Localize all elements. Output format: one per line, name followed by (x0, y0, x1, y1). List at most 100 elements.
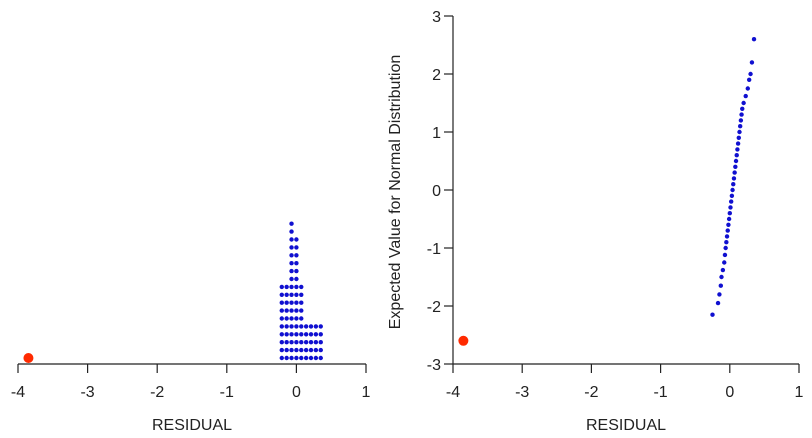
left-dot (279, 308, 284, 313)
right-scatter-point (748, 71, 753, 77)
left-dot (299, 355, 304, 361)
left-dot (303, 347, 309, 353)
left-dot (299, 332, 304, 337)
right-scatter-point (726, 222, 731, 227)
left-x-tick-label: -3 (80, 384, 94, 401)
left-dot (299, 300, 304, 305)
left-dot (289, 261, 294, 266)
left-dot (289, 245, 294, 250)
left-dot (308, 347, 314, 353)
left-dot (318, 324, 323, 329)
right-x-tick-label: -2 (584, 384, 598, 401)
left-dot (299, 316, 304, 321)
left-x-tick-label: 0 (292, 384, 301, 401)
right-y-tick-label: -2 (427, 299, 441, 316)
right-x-axis-label: RESIDUAL (586, 417, 666, 434)
right-scatter-point (733, 158, 739, 164)
left-x-ticks: -4 -3 -2 -1 0 1 (11, 364, 371, 401)
right-scatter-point (723, 245, 728, 251)
right-scatter-point (737, 124, 743, 129)
left-dot (279, 324, 284, 329)
right-scatter-point (737, 129, 742, 135)
left-dot (318, 355, 323, 361)
right-scatter-point (735, 141, 741, 146)
left-dot (289, 229, 294, 234)
left-dot (294, 292, 299, 297)
left-dot (318, 340, 323, 345)
right-scatter-point (728, 199, 734, 204)
right-x-tick-label: -4 (446, 384, 460, 401)
left-dot (284, 340, 289, 345)
right-x-tick-label: -1 (653, 384, 667, 401)
left-dotplot-chart: -4 -3 -2 -1 0 1 RESIDUAL (11, 221, 371, 434)
left-dot (289, 221, 294, 226)
right-normal-probability-chart: -4 -3 -2 -1 0 1 -3 -2 -1 0 1 2 3 RESIDUAL Expected … (387, 9, 804, 434)
right-scatter-point (722, 252, 728, 258)
right-scatter-point (726, 216, 732, 222)
right-scatter-point (720, 267, 726, 273)
left-dot (279, 284, 284, 290)
left-dot (318, 347, 323, 353)
right-scatter-point (727, 211, 732, 216)
left-dot (294, 300, 299, 305)
left-dot (279, 332, 284, 337)
right-y-tick-label: -3 (427, 357, 441, 374)
right-scatter-point (751, 37, 757, 42)
right-x-ticks: -4 -3 -2 -1 0 1 (446, 364, 804, 401)
left-dot (294, 340, 299, 345)
left-dot (284, 324, 289, 329)
left-dot (289, 308, 294, 313)
left-dot (284, 355, 289, 361)
right-x-tick-label: 1 (795, 384, 804, 401)
right-scatter-point (724, 234, 730, 239)
right-scatter-point (722, 260, 727, 265)
right-scatter-point (717, 292, 722, 297)
left-dot (284, 316, 289, 321)
right-x-tick-label: -3 (515, 384, 529, 401)
right-scatter-point (740, 106, 745, 112)
left-dot (294, 268, 299, 274)
right-scatter-point (732, 170, 737, 175)
right-scatter-point (745, 86, 750, 91)
left-dot (294, 245, 299, 250)
left-dot (289, 276, 294, 282)
right-x-tick-label: 0 (725, 384, 734, 401)
left-dot (284, 292, 289, 297)
left-x-tick-label: -1 (220, 384, 234, 401)
right-scatter-point (729, 193, 735, 198)
left-dot (289, 300, 294, 305)
right-scatter-point (738, 118, 744, 123)
left-dot (294, 332, 299, 337)
right-scatter-point (746, 77, 752, 83)
left-x-tick-label: 1 (362, 384, 371, 401)
left-dot (294, 253, 299, 258)
left-dot (294, 355, 299, 361)
right-scatter-point (730, 187, 735, 193)
right-y-tick-label: 3 (432, 9, 441, 26)
right-scatter-point (731, 182, 736, 187)
right-outlier-point (458, 335, 469, 346)
left-dot (284, 300, 289, 305)
left-dot (313, 355, 319, 361)
left-dot (299, 308, 304, 313)
left-dot (279, 347, 284, 353)
left-dot (289, 324, 294, 329)
left-dot (289, 340, 294, 345)
left-x-axis-label: RESIDUAL (152, 417, 232, 434)
right-scatter-point (741, 100, 746, 106)
right-scatter-point (728, 205, 733, 210)
left-dot (294, 316, 299, 321)
left-dot (318, 332, 323, 337)
left-dot (299, 292, 304, 297)
right-scatter-point (718, 283, 724, 288)
left-dot (289, 347, 294, 353)
left-dot (299, 347, 304, 353)
left-dot (303, 340, 309, 345)
right-scatter-point (710, 312, 715, 317)
left-dot (289, 268, 294, 274)
left-dot (289, 316, 294, 321)
right-scatter-point (749, 60, 755, 65)
right-scatter-point (739, 112, 744, 117)
left-outlier-dot (23, 353, 34, 363)
